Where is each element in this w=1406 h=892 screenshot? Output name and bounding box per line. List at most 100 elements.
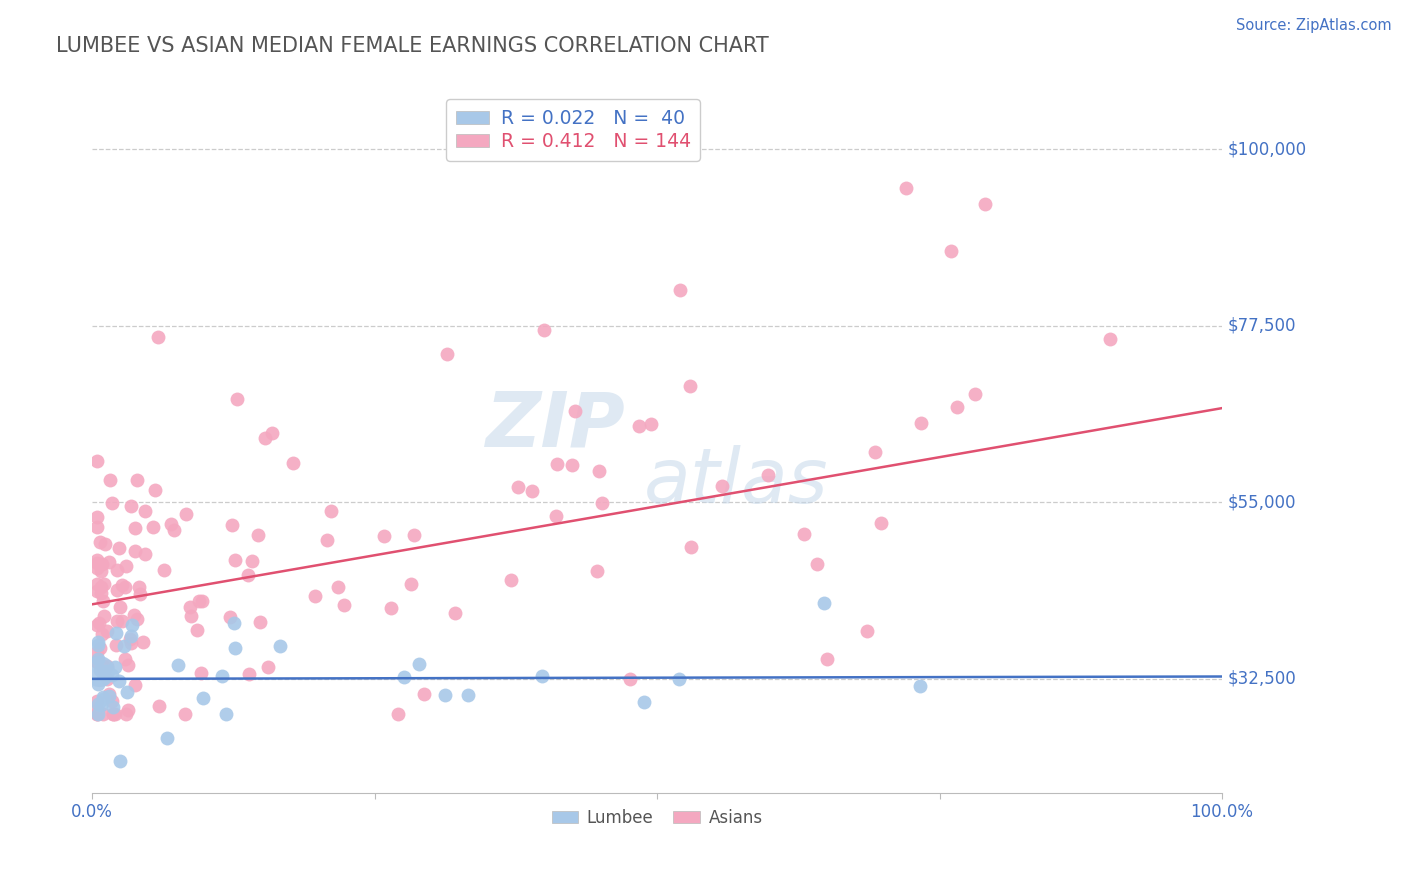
Point [91,557,114,571]
Point [111,578,134,592]
Point [401,577,423,591]
Point [546,457,568,471]
Point [90,698,112,712]
Point [224,640,246,655]
Point [153,563,176,577]
Point [269,639,291,653]
Point [108,674,131,689]
Point [160,517,183,532]
Point [90,627,112,641]
Point [392,670,415,684]
Point [668,672,690,686]
Point [104,638,127,652]
Point [86,584,108,599]
Point [117,657,139,672]
Point [247,527,270,541]
Point [134,503,156,517]
Point [128,587,150,601]
Point [249,615,271,629]
Point [242,554,264,568]
Point [221,517,243,532]
Point [117,703,139,717]
Point [94,536,117,550]
Point [104,625,127,640]
Point [564,403,586,417]
Point [679,378,702,392]
Point [90,585,112,599]
Point [218,610,240,624]
Point [112,640,135,654]
Point [191,690,214,705]
Point [120,636,142,650]
Point [186,624,208,638]
Point [226,392,249,407]
Point [373,529,395,543]
Point [387,707,409,722]
Point [815,652,838,666]
Point [756,467,779,482]
Point [546,508,568,523]
Point [115,685,138,699]
Point [114,580,136,594]
Point [87,635,110,649]
Point [224,616,246,631]
Point [215,707,238,722]
Point [128,580,150,594]
Point [86,694,108,708]
Point [508,480,530,494]
Point [963,387,986,401]
Point [319,503,342,517]
Point [316,533,339,548]
Point [91,692,114,706]
Point [101,707,124,722]
Point [124,678,146,692]
Point [105,563,128,577]
Point [443,606,465,620]
Point [91,593,114,607]
Point [101,694,124,708]
Point [101,707,124,722]
Point [238,667,260,681]
Point [86,707,108,722]
Point [86,654,108,668]
Point [124,607,146,622]
Point [86,707,108,722]
Point [257,659,280,673]
Point [91,690,114,705]
Point [628,418,651,433]
Point [939,244,962,259]
Point [114,707,136,722]
Point [87,664,110,678]
Point [408,657,430,671]
Point [711,479,734,493]
Point [283,456,305,470]
Text: atlas: atlas [644,445,828,519]
Point [89,535,111,549]
Point [108,754,131,768]
Text: $32,500: $32,500 [1227,670,1296,688]
Point [561,458,583,472]
Point [93,577,115,591]
Point [855,624,877,639]
Point [124,520,146,534]
Text: Source: ZipAtlas.com: Source: ZipAtlas.com [1236,18,1392,33]
Point [174,707,197,722]
Point [97,687,120,701]
Point [946,400,969,414]
Point [190,594,212,608]
Point [640,417,662,432]
Point [87,616,110,631]
Point [86,645,108,659]
Point [96,624,118,638]
Point [260,425,283,440]
Point [333,598,356,612]
Point [115,558,138,573]
Point [91,673,114,687]
Point [86,509,108,524]
Point [870,516,893,530]
Point [86,560,108,574]
Point [404,527,426,541]
Point [101,496,124,510]
Point [98,554,121,568]
Point [146,330,169,344]
